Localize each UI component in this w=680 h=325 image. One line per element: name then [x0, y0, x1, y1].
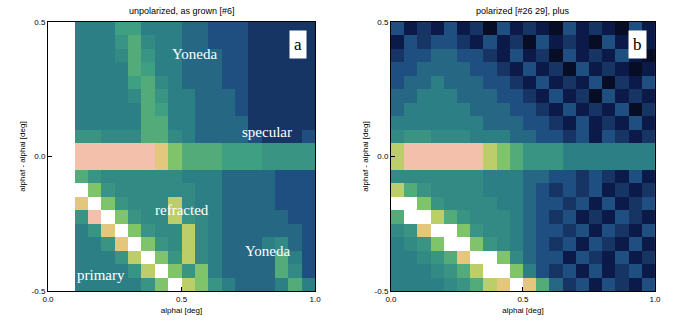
svg-text:-0.5: -0.5: [32, 287, 46, 296]
svg-text:specular: specular: [242, 124, 292, 140]
svg-text:unpolarized, as grown [#6]: unpolarized, as grown [#6]: [129, 6, 235, 16]
svg-text:0.5: 0.5: [34, 18, 46, 27]
svg-text:0.5: 0.5: [176, 295, 188, 304]
svg-text:alphai [deg]: alphai [deg]: [502, 306, 543, 315]
svg-text:0.5: 0.5: [517, 295, 529, 304]
svg-text:0.0: 0.0: [42, 295, 54, 304]
svg-text:1.0: 1.0: [310, 295, 322, 304]
svg-text:alphaf - alphai [deg]: alphaf - alphai [deg]: [361, 121, 370, 191]
svg-text:0.0: 0.0: [385, 295, 397, 304]
svg-text:Yoneda: Yoneda: [245, 243, 290, 259]
svg-text:a: a: [294, 35, 302, 54]
svg-text:refracted: refracted: [155, 202, 209, 218]
svg-text:1.0: 1.0: [649, 295, 661, 304]
svg-text:Yoneda: Yoneda: [172, 46, 217, 62]
svg-text:polarized [#26 29], plus: polarized [#26 29], plus: [476, 6, 570, 16]
svg-text:b: b: [633, 35, 642, 54]
svg-text:0.0: 0.0: [377, 152, 389, 161]
svg-text:primary: primary: [77, 267, 125, 283]
svg-text:alphaf - alphai [deg]: alphaf - alphai [deg]: [18, 121, 27, 191]
svg-text:alphai [deg]: alphai [deg]: [161, 306, 202, 315]
svg-text:-0.5: -0.5: [375, 287, 389, 296]
svg-text:0.0: 0.0: [34, 152, 46, 161]
svg-text:0.5: 0.5: [377, 18, 389, 27]
